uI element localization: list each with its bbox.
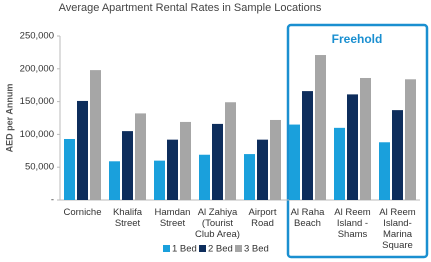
- bar: [225, 102, 236, 200]
- x-tick-label-line: Al Raha: [291, 207, 326, 218]
- y-axis-label: AED per Annum: [4, 84, 14, 153]
- legend-swatch: [163, 245, 170, 252]
- bar: [379, 142, 390, 200]
- chart-title: Average Apartment Rental Rates in Sample…: [59, 2, 322, 14]
- x-tick-label: Khalifa Street: [113, 207, 143, 229]
- x-tick-label-line: Beach: [294, 218, 321, 229]
- legend-label: 2 Bed: [208, 244, 233, 255]
- x-tick-label-line: (Tourist: [202, 218, 234, 229]
- bar: [90, 70, 101, 200]
- x-tick-label-line: Road: [251, 218, 274, 229]
- legend-label: 3 Bed: [244, 244, 269, 255]
- bar: [302, 91, 313, 200]
- x-tick-label-line: Hamdan: [155, 207, 191, 218]
- annotation: Freehold: [332, 32, 383, 46]
- x-tick-label: Corniche: [63, 207, 101, 218]
- bar: [360, 77, 371, 200]
- y-tick-label: -: [51, 195, 54, 206]
- x-tick-label-line: Airport: [249, 207, 277, 218]
- bar: [334, 127, 345, 200]
- bar: [135, 113, 146, 200]
- bar: [270, 119, 281, 200]
- bar: [212, 123, 223, 200]
- legend-label: 1 Bed: [172, 244, 197, 255]
- y-tick-label: 200,000: [20, 63, 54, 74]
- bar: [64, 138, 75, 200]
- bar: [199, 154, 210, 200]
- y-tick-label: 250,000: [20, 31, 54, 42]
- x-tick-label: Hamdan Street: [155, 207, 191, 229]
- bar: [167, 139, 178, 200]
- bar: [405, 79, 416, 200]
- x-tick-label: Al Zahiya (Tourist Club Area): [195, 207, 240, 240]
- x-tick-label-line: Corniche: [63, 207, 101, 218]
- bar: [122, 131, 133, 200]
- x-tick-label-line: Al Reem: [379, 207, 416, 218]
- y-tick-label: 100,000: [20, 129, 54, 140]
- bar: [392, 110, 403, 200]
- bar: [289, 124, 300, 200]
- x-tick-label: Al Raha Beach: [291, 207, 326, 229]
- bar: [257, 139, 268, 200]
- x-tick-label-line: Island -: [337, 218, 368, 229]
- bar: [77, 100, 88, 200]
- x-tick-label-line: Square: [382, 240, 413, 251]
- x-tick-label: Airport Road: [249, 207, 277, 229]
- x-tick-label-line: Shams: [338, 229, 368, 240]
- x-tick-label-line: Marina: [383, 229, 413, 240]
- x-tick-label-line: Al Reem: [334, 207, 371, 218]
- x-tick-label-line: Street: [160, 218, 186, 229]
- x-tick-label-line: Khalifa: [113, 207, 143, 218]
- x-tick-label: Al Reem Island -Shams: [334, 207, 371, 240]
- x-tick-label-line: Street: [115, 218, 141, 229]
- bar: [347, 94, 358, 200]
- x-tick-label-line: Island-: [383, 218, 412, 229]
- bar: [154, 160, 165, 200]
- y-tick-label: 150,000: [20, 96, 54, 107]
- x-tick-label: Al Reem Island-Marina Square: [379, 207, 416, 251]
- legend-swatch: [199, 245, 206, 252]
- y-tick-label: 50,000: [25, 162, 54, 173]
- legend-swatch: [235, 245, 242, 252]
- bar: [315, 55, 326, 200]
- bar: [180, 121, 191, 200]
- x-tick-label-line: Club Area): [195, 229, 240, 240]
- bar: [109, 161, 120, 200]
- x-tick-label-line: Al Zahiya: [198, 207, 238, 218]
- freehold-box: [286, 23, 429, 259]
- bar: [244, 154, 255, 200]
